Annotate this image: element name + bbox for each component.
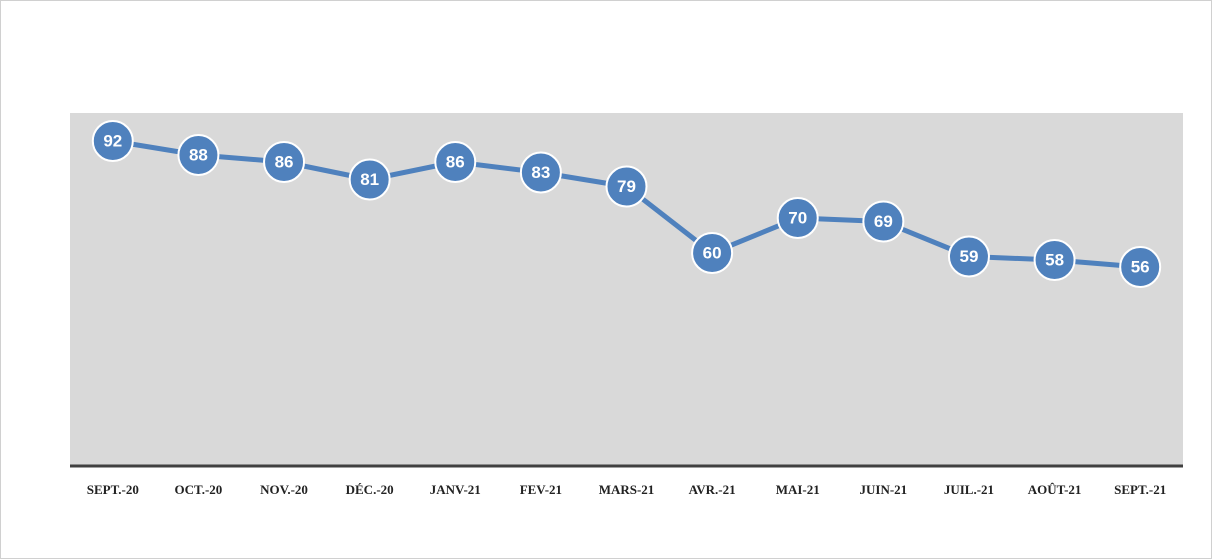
- x-tick-label: SEPT.-20: [87, 482, 139, 497]
- marker: [776, 197, 819, 239]
- marker: [605, 165, 648, 208]
- marker: [91, 120, 134, 162]
- x-tick-label: MARS-21: [599, 482, 655, 497]
- data-label: 86: [275, 153, 294, 172]
- marker: [1033, 239, 1076, 281]
- data-label: 56: [1131, 258, 1150, 277]
- x-tick-label: MAI-21: [776, 482, 820, 497]
- data-label: 60: [703, 244, 722, 263]
- x-tick-label: DÉC.-20: [346, 482, 394, 497]
- marker: [348, 158, 391, 201]
- marker: [263, 141, 306, 183]
- data-label: 79: [617, 177, 636, 196]
- data-label: 83: [531, 163, 550, 182]
- data-label: 88: [189, 146, 208, 165]
- marker: [947, 235, 990, 278]
- x-tick-label: SEPT.-21: [1114, 482, 1166, 497]
- marker: [691, 232, 734, 274]
- x-tick-label: JANV-21: [430, 482, 481, 497]
- marker: [1119, 246, 1162, 288]
- data-label: 86: [446, 153, 465, 172]
- x-tick-label: JUIL.-21: [944, 482, 994, 497]
- x-tick-label: AVR.-21: [689, 482, 736, 497]
- x-tick-label: AOÛT-21: [1028, 482, 1082, 497]
- data-label: 92: [103, 132, 122, 151]
- data-label: 59: [960, 247, 979, 266]
- data-label: 58: [1045, 251, 1064, 270]
- x-tick-label: FEV-21: [520, 482, 562, 497]
- marker: [862, 200, 905, 243]
- x-tick-label: JUIN-21: [860, 482, 908, 497]
- data-label: 69: [874, 212, 893, 231]
- marker: [177, 134, 220, 176]
- x-tick-label: OCT.-20: [175, 482, 223, 497]
- data-label: 70: [788, 209, 807, 228]
- data-label: 81: [360, 170, 379, 189]
- marker: [519, 151, 562, 194]
- marker: [434, 141, 477, 183]
- x-tick-label: NOV.-20: [260, 482, 308, 497]
